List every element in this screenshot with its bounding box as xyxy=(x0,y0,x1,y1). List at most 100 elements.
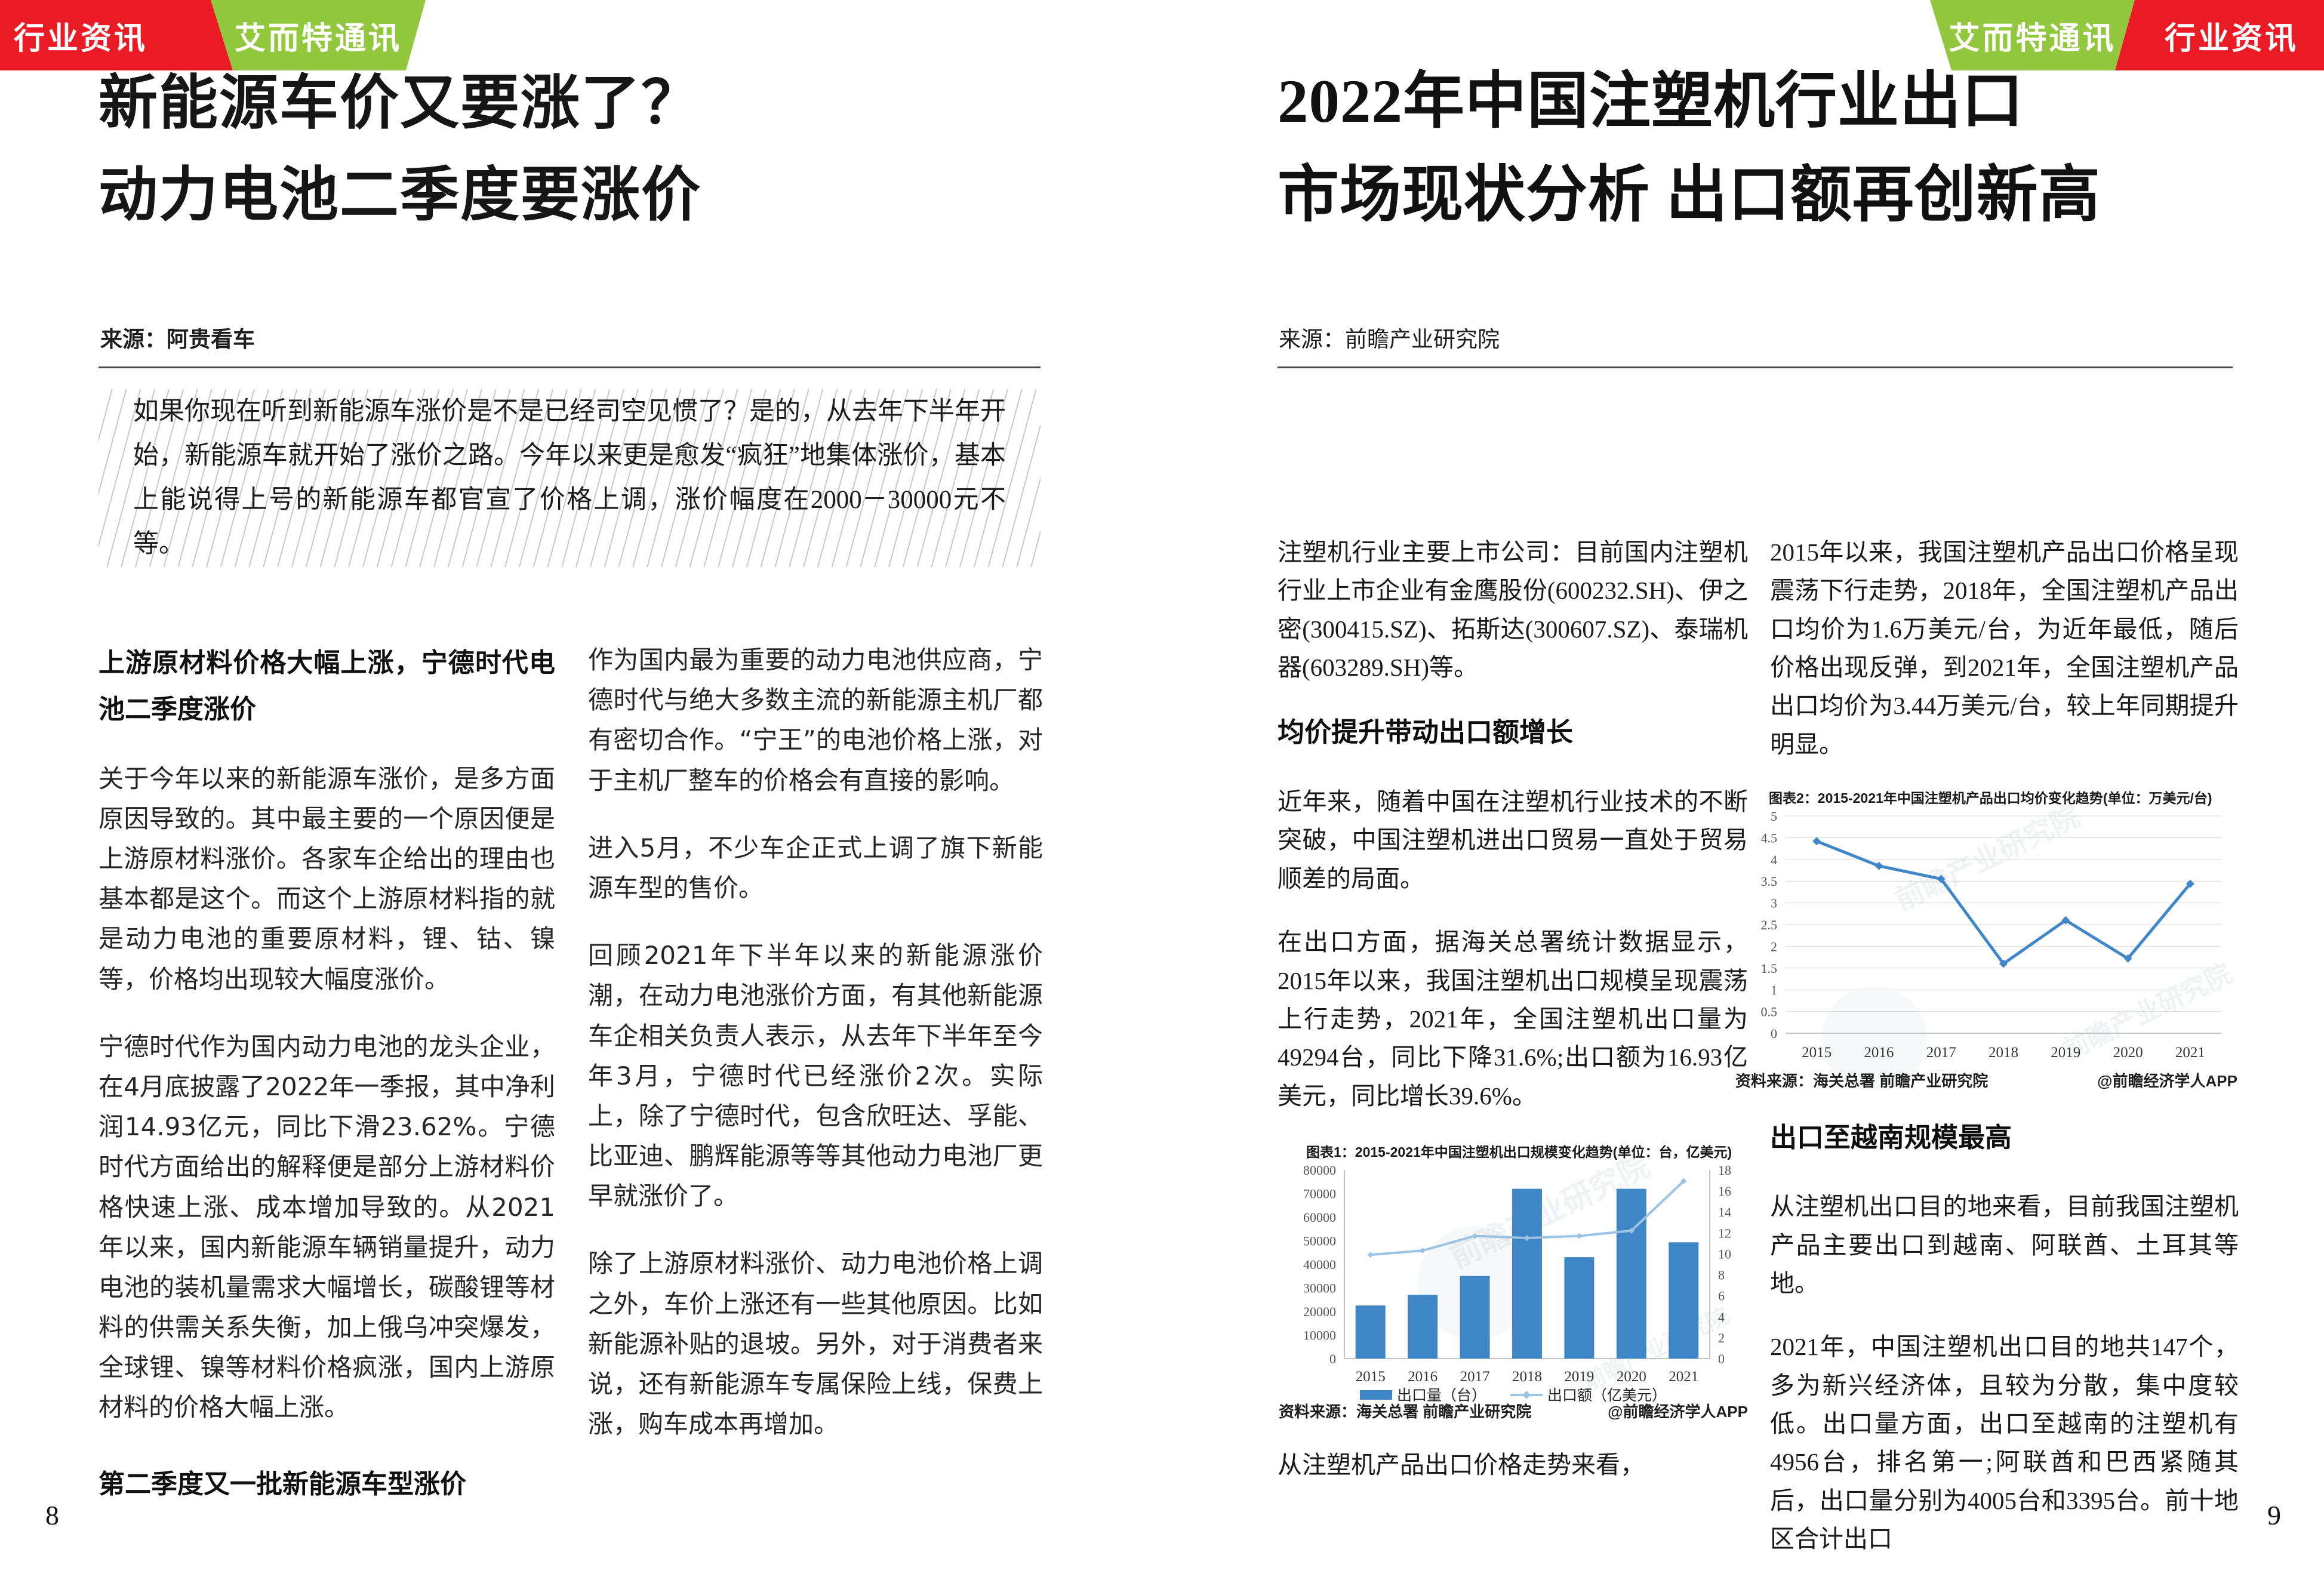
svg-text:2015: 2015 xyxy=(1356,1369,1386,1385)
svg-text:8: 8 xyxy=(1718,1268,1725,1283)
svg-text:2: 2 xyxy=(1771,940,1777,954)
svg-text:4: 4 xyxy=(1771,852,1777,867)
left-column-2: 作为国内最为重要的动力电池供应商，宁德时代与绝大多数主流的新能源主机厂都有密切合… xyxy=(588,640,1043,1471)
right-article-source: 来源：前瞻产业研究院 xyxy=(1279,328,1500,352)
tab-label: 行业资讯 xyxy=(2164,20,2298,57)
svg-text:50000: 50000 xyxy=(1303,1233,1336,1248)
svg-text:2020: 2020 xyxy=(1617,1369,1646,1385)
svg-text:2016: 2016 xyxy=(1864,1045,1894,1061)
paragraph: 近年来，随着中国在注塑机行业技术的不断突破，中国注塑机进出口贸易一直处于贸易顺差… xyxy=(1278,788,1748,892)
left-divider-rule xyxy=(98,366,1041,368)
left-col1-heading: 上游原材料价格大幅上涨，宁德时代电池二季度涨价 xyxy=(98,648,555,725)
paragraph: 作为国内最为重要的动力电池供应商，宁德时代与绝大多数主流的新能源主机厂都有密切合… xyxy=(588,645,1043,795)
svg-text:16: 16 xyxy=(1718,1184,1731,1199)
svg-text:2020: 2020 xyxy=(2113,1045,2143,1061)
right-article-title: 2022年中国注塑机行业出口 市场现状分析 出口额再创新高 xyxy=(1278,55,2257,242)
svg-text:18: 18 xyxy=(1718,1163,1731,1178)
svg-text:@前瞻经济学人APP: @前瞻经济学人APP xyxy=(2097,1072,2237,1090)
left-article-source: 来源：阿贵看车 xyxy=(100,327,255,352)
tab-label: 行业资讯 xyxy=(13,20,147,57)
svg-text:80000: 80000 xyxy=(1303,1163,1336,1178)
svg-text:30000: 30000 xyxy=(1303,1280,1336,1295)
paragraph: 注塑机行业主要上市公司：目前国内注塑机行业上市企业有金鹰股份(600232.SH… xyxy=(1278,538,1748,682)
svg-text:2018: 2018 xyxy=(1989,1045,2018,1061)
right-column-2: 2015年以来，我国注塑机产品出口价格呈现震荡下行走势，2018年，全国注塑机产… xyxy=(1734,533,2239,1577)
svg-text:2016: 2016 xyxy=(1408,1369,1438,1385)
svg-text:2021: 2021 xyxy=(2175,1045,2205,1061)
svg-text:3: 3 xyxy=(1771,896,1777,911)
left-article-title: 新能源车价又要涨了？ 动力电池二季度要涨价 xyxy=(98,57,1054,242)
left-intro-text: 如果你现在听到新能源车涨价是不是已经司空见惯了？是的，从去年下半年开始，新能源车… xyxy=(133,398,1006,558)
left-title-line1: 新能源车价又要涨了？ xyxy=(98,69,701,137)
svg-text:出口额（亿美元）: 出口额（亿美元） xyxy=(1547,1387,1667,1404)
svg-text:资料来源：海关总署 前瞻产业研究院: 资料来源：海关总署 前瞻产业研究院 xyxy=(1279,1403,1531,1419)
svg-text:@前瞻经济学人APP: @前瞻经济学人APP xyxy=(1608,1403,1748,1419)
paragraph: 从注塑机出口目的地来看，目前我国注塑机产品主要出口到越南、阿联酋、土耳其等地。 xyxy=(1770,1193,2239,1297)
right-column-1: 注塑机行业主要上市公司：目前国内注塑机行业上市企业有金鹰股份(600232.SH… xyxy=(1278,533,1748,1510)
paragraph: 2021年，中国注塑机出口目的地共147个，多为新兴经济体，且较为分散，集中度较… xyxy=(1770,1333,2239,1553)
svg-text:资料来源：海关总署 前瞻产业研究院: 资料来源：海关总署 前瞻产业研究院 xyxy=(1735,1072,1988,1090)
svg-text:2018: 2018 xyxy=(1512,1369,1542,1385)
svg-text:10000: 10000 xyxy=(1303,1327,1336,1342)
left-column-1: 上游原材料价格大幅上涨，宁德时代电池二季度涨价 关于今年以来的新能源车涨价，是多… xyxy=(98,640,555,1505)
svg-text:图表2：2015-2021年中国注塑机产品出口均价变化趋势(: 图表2：2015-2021年中国注塑机产品出口均价变化趋势(单位：万美元/台) xyxy=(1769,790,2212,806)
svg-text:2017: 2017 xyxy=(1460,1369,1490,1385)
svg-text:4: 4 xyxy=(1718,1310,1725,1325)
paragraph: 宁德时代作为国内动力电池的龙头企业，在4月底披露了2022年一季报，其中净利润1… xyxy=(98,1031,555,1422)
svg-text:出口量（台）: 出口量（台） xyxy=(1397,1387,1486,1404)
right-col2-heading: 出口至越南规模最高 xyxy=(1770,1121,2012,1153)
svg-text:14: 14 xyxy=(1718,1205,1731,1219)
svg-text:1.5: 1.5 xyxy=(1761,961,1778,976)
svg-text:40000: 40000 xyxy=(1303,1257,1336,1272)
svg-text:6: 6 xyxy=(1718,1289,1725,1304)
svg-text:2.5: 2.5 xyxy=(1761,917,1778,932)
left-title-line2: 动力电池二季度要涨价 xyxy=(98,161,701,230)
svg-text:0.5: 0.5 xyxy=(1761,1005,1778,1019)
svg-text:1: 1 xyxy=(1771,982,1777,997)
paragraph: 进入5月，不少车企正式上调了旗下新能源车型的售价。 xyxy=(588,833,1043,903)
svg-text:图表1：2015-2021年中国注塑机出口规模变化趋势(单位: 图表1：2015-2021年中国注塑机出口规模变化趋势(单位：台，亿美元) xyxy=(1306,1144,1732,1160)
svg-text:5: 5 xyxy=(1771,809,1777,824)
tab-label: 艾而特通讯 xyxy=(1949,20,2116,57)
svg-text:10: 10 xyxy=(1718,1246,1731,1261)
svg-text:60000: 60000 xyxy=(1303,1210,1336,1225)
svg-text:前瞻产业研究院: 前瞻产业研究院 xyxy=(2058,959,2236,1065)
paragraph: 关于今年以来的新能源车涨价，是多方面原因导致的。其中最主要的一个原因便是上游原材… xyxy=(98,763,555,994)
tab-industry-news-left: 行业资讯 xyxy=(0,0,233,70)
tab-newsletter-right: 艾而特通讯 xyxy=(1930,0,2135,70)
paragraph: 回顾2021年下半年以来的新能源涨价潮，在动力电池涨价方面，有其他新能源车企相关… xyxy=(588,941,1043,1211)
svg-text:2017: 2017 xyxy=(1926,1045,1956,1061)
svg-text:4.5: 4.5 xyxy=(1761,831,1778,846)
page-number-left: 8 xyxy=(45,1500,59,1530)
svg-text:2021: 2021 xyxy=(1669,1369,1698,1385)
paragraph: 在出口方面，据海关总署统计数据显示，2015年以来，我国注塑机出口规模呈现震荡上… xyxy=(1278,928,1748,1110)
paragraph: 从注塑机产品出口价格走势来看， xyxy=(1278,1451,1645,1479)
left-col1-subheading: 第二季度又一批新能源车型涨价 xyxy=(98,1468,466,1499)
svg-text:0: 0 xyxy=(1329,1351,1336,1366)
svg-text:前瞻产业研究院: 前瞻产业研究院 xyxy=(1891,800,2085,917)
svg-text:0: 0 xyxy=(1718,1351,1725,1366)
left-intro-hatched-box: 如果你现在听到新能源车涨价是不是已经司空见惯了？是的，从去年下半年开始，新能源车… xyxy=(98,389,1041,567)
svg-text:2015: 2015 xyxy=(1802,1045,1832,1061)
svg-text:12: 12 xyxy=(1718,1225,1731,1240)
svg-text:20000: 20000 xyxy=(1303,1304,1336,1319)
right-title-line2: 市场现状分析 出口额再创新高 xyxy=(1278,161,2101,229)
tab-label: 艾而特通讯 xyxy=(234,20,402,57)
export-volume-bar-line-chart: 前瞻产业研究院 前瞻产业研究院 图表1：2015-2021年中国注塑机出口规模变化趋… xyxy=(1278,1140,1748,1430)
svg-text:0: 0 xyxy=(1771,1026,1777,1041)
right-title-line1: 2022年中国注塑机行业出口 xyxy=(1278,67,2024,135)
paragraph: 2015年以来，我国注塑机产品出口价格呈现震荡下行走势，2018年，全国注塑机产… xyxy=(1770,538,2239,758)
svg-text:70000: 70000 xyxy=(1303,1186,1336,1201)
right-col1-heading: 均价提升带动出口额增长 xyxy=(1278,716,1574,749)
svg-text:2019: 2019 xyxy=(1564,1369,1594,1385)
right-divider-rule xyxy=(1278,366,2233,368)
page-number-right: 9 xyxy=(2267,1500,2281,1530)
export-price-line-chart: 前瞻产业研究院 前瞻产业研究院 图表2：2015-2021年中国注塑机产品出口均价变… xyxy=(1734,788,2239,1101)
svg-text:3.5: 3.5 xyxy=(1761,874,1778,889)
tab-newsletter-left: 艾而特通讯 xyxy=(211,0,426,70)
tab-industry-news-right: 行业资讯 xyxy=(2115,0,2324,70)
paragraph: 除了上游原材料涨价、动力电池价格上调之外，车价上涨还有一些其他原因。比如新能源补… xyxy=(588,1249,1043,1439)
svg-text:2: 2 xyxy=(1718,1330,1725,1345)
svg-text:2019: 2019 xyxy=(2051,1045,2080,1061)
